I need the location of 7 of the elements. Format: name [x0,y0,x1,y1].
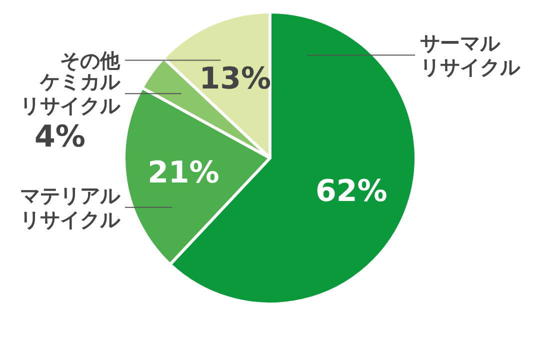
slice-label: マテリアルリサイクル [20,183,121,232]
data-label: 21% [148,156,220,191]
slice-label: その他 [60,48,121,72]
slice-label: サーマルリサイクル [420,31,521,80]
data-label: 4% [34,120,86,155]
data-label: 13% [199,62,272,97]
data-label: 62% [316,174,388,210]
